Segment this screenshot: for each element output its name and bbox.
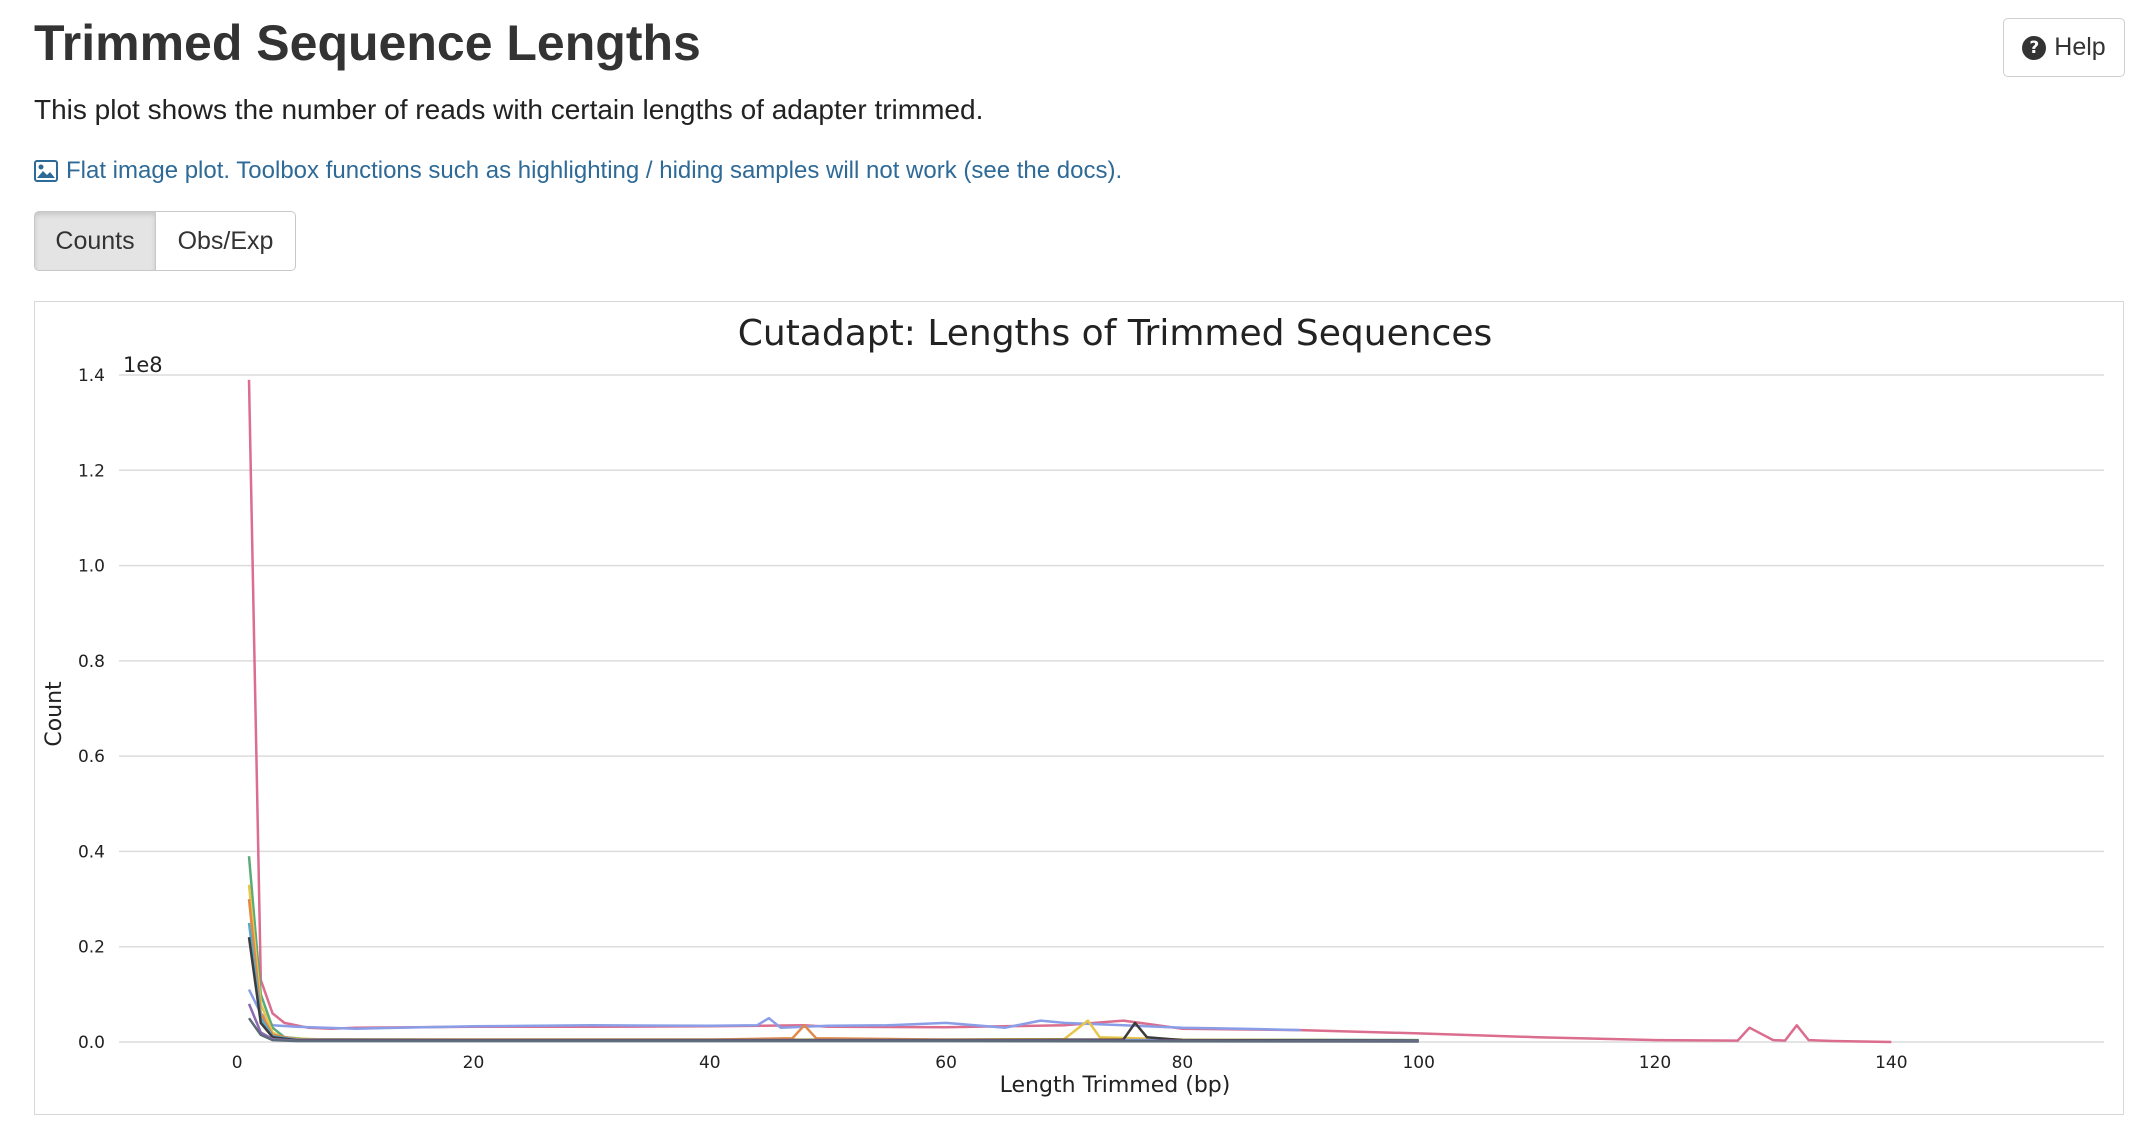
series-line-9 — [247, 1017, 1419, 1043]
plot-description: This plot shows the number of reads with… — [34, 94, 984, 125]
series-line-3 — [247, 856, 1419, 1042]
question-circle-icon: ? — [2022, 35, 2047, 60]
y-tick-label: 1.0 — [78, 557, 105, 577]
series-line-1 — [247, 379, 1892, 1044]
x-tick-label: 40 — [699, 1053, 721, 1073]
x-tick-label: 20 — [463, 1053, 485, 1073]
series-line-4 — [247, 884, 1419, 1042]
x-tick-label: 60 — [935, 1053, 957, 1073]
flat-image-note-text: Flat image plot. Toolbox functions such … — [66, 157, 1123, 184]
y-tick-label: 0.4 — [78, 842, 105, 862]
x-tick-label: 140 — [1875, 1053, 1907, 1073]
x-tick-label: 120 — [1639, 1053, 1671, 1073]
y-axis-label: Count — [42, 681, 67, 747]
x-tick-label: 80 — [1172, 1053, 1194, 1073]
x-tick-label: 0 — [232, 1053, 243, 1073]
series-line-6 — [247, 922, 1419, 1042]
y-tick-label: 0.6 — [78, 747, 105, 767]
series-line-5 — [247, 898, 1183, 1042]
y-tick-label: 0.2 — [78, 938, 105, 958]
y-axis-multiplier: 1e8 — [123, 353, 163, 377]
trimmed-lengths-chart: 0.0 0.2 0.4 0.6 0.8 1.0 1.2 1.4 0 20 40 60 80 100 120 1… — [42, 313, 2104, 1098]
x-axis-label: Length Trimmed (bp) — [1000, 1073, 1231, 1098]
y-tick-label: 1.2 — [78, 461, 105, 481]
plot-mode-toggle: Counts Obs/Exp — [34, 211, 296, 271]
series-line-2 — [247, 989, 1301, 1032]
y-tick-label: 0.0 — [78, 1033, 105, 1053]
help-button[interactable]: ? Help — [2003, 18, 2125, 77]
page-title: Trimmed Sequence Lengths — [34, 15, 701, 71]
plot-container: 0.0 0.2 0.4 0.6 0.8 1.0 1.2 1.4 0 20 40 60 80 100 120 1… — [34, 301, 2124, 1115]
flat-image-note[interactable]: Flat image plot. Toolbox functions such … — [34, 157, 1122, 185]
tab-counts[interactable]: Counts — [34, 211, 156, 271]
y-tick-label: 0.8 — [78, 652, 105, 672]
tab-obs-exp[interactable]: Obs/Exp — [156, 211, 296, 271]
image-icon — [34, 160, 58, 182]
x-tick-label: 100 — [1402, 1053, 1434, 1073]
series-line-8 — [247, 1003, 1419, 1043]
y-tick-label: 1.4 — [78, 366, 105, 386]
help-label: Help — [2054, 33, 2106, 61]
chart-title: Cutadapt: Lengths of Trimmed Sequences — [738, 313, 1493, 354]
